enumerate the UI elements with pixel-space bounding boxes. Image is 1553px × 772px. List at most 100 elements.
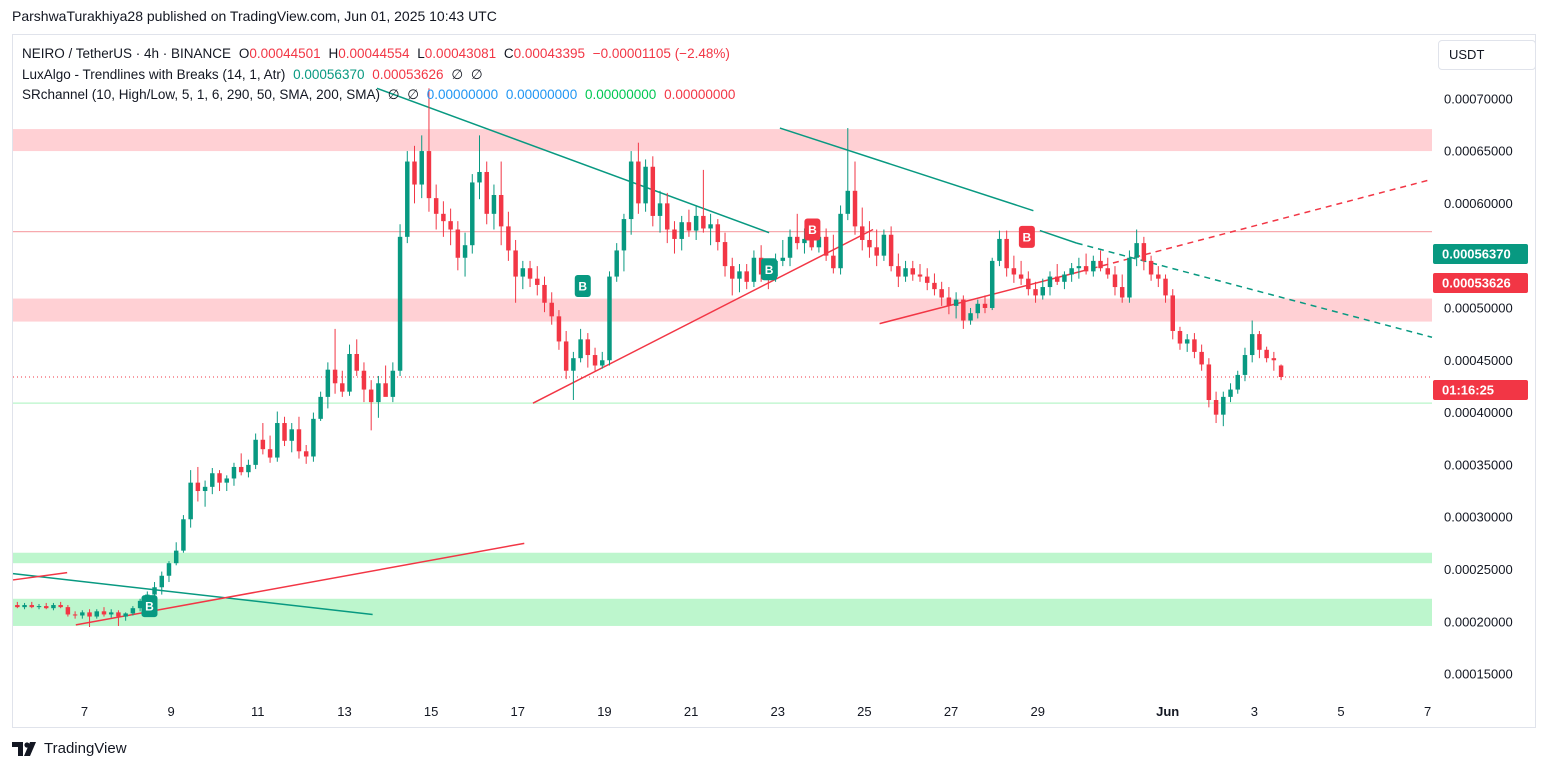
price-tick-label: 0.00035000 — [1444, 457, 1513, 472]
candle — [650, 156, 656, 227]
candle — [535, 266, 540, 296]
srchannel-value-1: 0.00000000 — [426, 87, 499, 102]
candle-body — [166, 563, 172, 576]
candle — [1105, 257, 1110, 279]
candle — [1221, 391, 1226, 427]
candle-body — [614, 250, 619, 277]
candle-body — [15, 605, 20, 608]
candle-body — [1206, 364, 1212, 401]
candle — [787, 229, 793, 267]
candle-body — [946, 297, 952, 306]
candle — [1083, 253, 1089, 275]
candle-body — [867, 239, 872, 248]
candle-body — [426, 151, 432, 199]
low-value: 0.00043081 — [424, 46, 497, 61]
candle-body — [708, 224, 713, 229]
break-signal: B — [574, 275, 591, 298]
candle — [845, 128, 851, 221]
time-tick-label: 11 — [251, 704, 265, 719]
candle-body — [686, 222, 692, 231]
candle-body — [491, 194, 497, 214]
candle — [260, 423, 266, 455]
candle-body — [22, 605, 27, 608]
footer-brand[interactable]: TradingView — [12, 740, 127, 757]
price-tag: 01:16:25 — [1433, 380, 1528, 400]
candle — [1170, 289, 1175, 340]
candle — [94, 609, 100, 619]
candle — [1076, 257, 1082, 279]
break-signal-marker — [804, 218, 821, 241]
candle-body — [1069, 268, 1074, 275]
candle — [1098, 250, 1103, 272]
sr-zone — [13, 552, 1432, 564]
candle-body — [260, 439, 266, 450]
candle-body — [693, 215, 699, 231]
candle-body — [903, 268, 908, 277]
candle — [246, 459, 251, 478]
candle — [376, 375, 381, 418]
time-tick-label: 23 — [771, 704, 785, 719]
candle-body — [159, 575, 164, 588]
candle — [101, 607, 107, 617]
candle-body — [318, 396, 323, 419]
price-tag-label: 0.00053626 — [1442, 276, 1511, 291]
candle-body — [896, 266, 901, 277]
candle — [1011, 255, 1017, 283]
candle-body — [1018, 274, 1024, 279]
candle-body — [549, 302, 554, 317]
candle — [896, 253, 901, 288]
trendline — [1039, 229, 1077, 244]
candle — [643, 159, 648, 212]
price-tick-label: 0.00015000 — [1444, 667, 1513, 682]
candle-body — [267, 449, 273, 458]
break-signal-marker — [574, 275, 591, 298]
price-tags: 0.00056370 0.00053626 01:16:25 — [1433, 244, 1528, 400]
candle — [932, 273, 937, 296]
currency-selector[interactable]: USDT — [1438, 40, 1536, 70]
time-tick-label: 17 — [511, 704, 525, 719]
candle — [202, 480, 208, 507]
candle — [1119, 274, 1125, 303]
candle-body — [831, 255, 836, 269]
candle-body — [181, 519, 186, 551]
candle — [1040, 278, 1046, 300]
candle — [80, 610, 85, 619]
candle-body — [751, 257, 757, 282]
candle — [368, 380, 374, 431]
candle-body — [1235, 374, 1240, 390]
candle — [484, 161, 489, 225]
candle-body — [881, 234, 887, 256]
candle — [15, 601, 20, 609]
chart-frame[interactable] — [12, 34, 1536, 728]
candle-body — [939, 289, 944, 298]
candle-body — [210, 473, 215, 487]
candle — [665, 192, 670, 244]
candle — [108, 609, 114, 618]
candle-body — [1228, 389, 1233, 397]
sr-zones — [13, 129, 1432, 626]
symbol-label: NEIRO / TetherUS · 4h · BINANCE — [22, 46, 232, 61]
candle-body — [123, 613, 128, 617]
candle — [267, 435, 273, 463]
candle-body — [36, 606, 42, 608]
candle-body — [795, 236, 800, 244]
trendline — [879, 270, 1082, 325]
candle — [1127, 250, 1132, 303]
candle-body — [730, 266, 735, 279]
candle — [347, 344, 352, 396]
candle-body — [1119, 287, 1125, 298]
candle-body — [397, 236, 403, 371]
srchannel-row: SRchannel (10, High/Low, 5, 1, 6, 290, 5… — [22, 85, 739, 106]
time-tick-label: 19 — [597, 704, 611, 719]
candle-body — [137, 600, 143, 609]
candle — [1278, 364, 1284, 381]
candle — [1192, 333, 1197, 359]
candle — [383, 365, 388, 397]
candle — [173, 542, 179, 566]
break-signal-label: B — [145, 600, 154, 614]
srchannel-name: SRchannel (10, High/Low, 5, 1, 6, 290, 5… — [22, 87, 380, 102]
candle — [282, 416, 287, 447]
time-tick-label: 9 — [168, 704, 175, 719]
candle — [58, 601, 63, 609]
